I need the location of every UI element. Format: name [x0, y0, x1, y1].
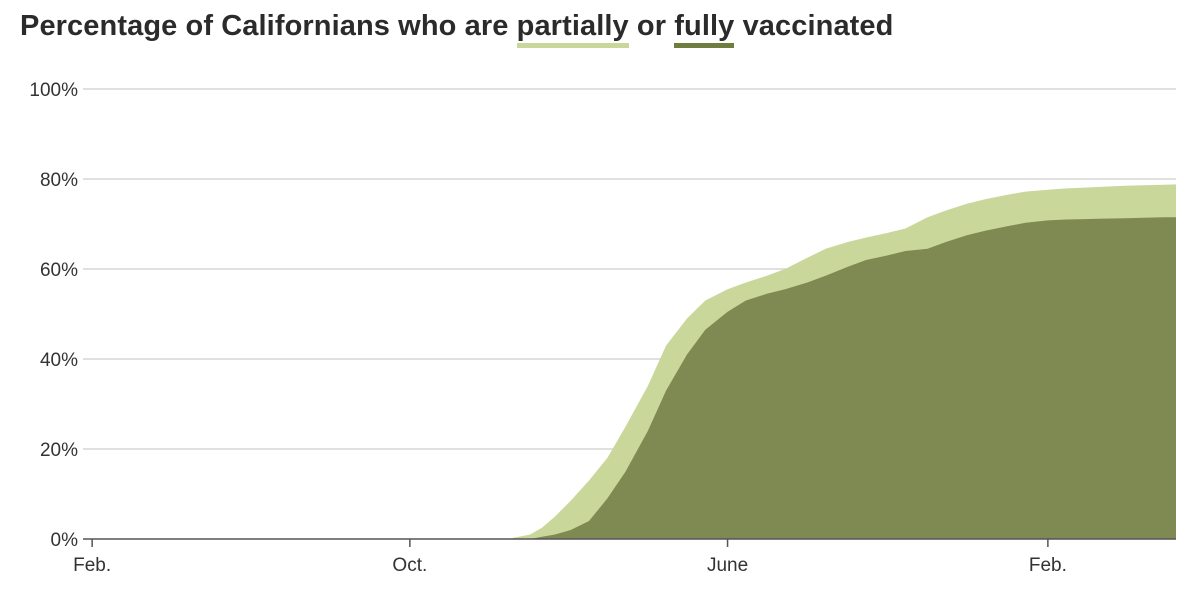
title-partial-word: partially: [516, 10, 629, 48]
title-middle: or: [628, 10, 675, 42]
y-tick-label: 60%: [40, 260, 78, 281]
title-suffix: vaccinated: [734, 10, 894, 42]
y-tick-label: 80%: [40, 170, 78, 191]
y-tick-label: 100%: [29, 80, 78, 101]
chart-title: Percentage of Californians who are parti…: [20, 10, 894, 48]
title-full-word: fully: [674, 10, 735, 48]
x-tick-label: Oct.: [392, 555, 427, 576]
area-series-fully: [507, 217, 1176, 540]
y-tick-label: 20%: [40, 440, 78, 461]
y-tick-label: 0%: [51, 530, 79, 551]
title-prefix: Percentage of Californians who are: [20, 10, 517, 42]
series-layer: [507, 184, 1176, 540]
x-tick-label: Feb.: [73, 555, 111, 576]
x-tick-label: June: [707, 555, 748, 576]
y-tick-label: 40%: [40, 350, 78, 371]
axis-layer: 0% 20% 40% 60% 80% 100% Feb. Oct. June Feb.: [29, 80, 1176, 576]
x-tick-label: Feb.: [1029, 555, 1067, 576]
